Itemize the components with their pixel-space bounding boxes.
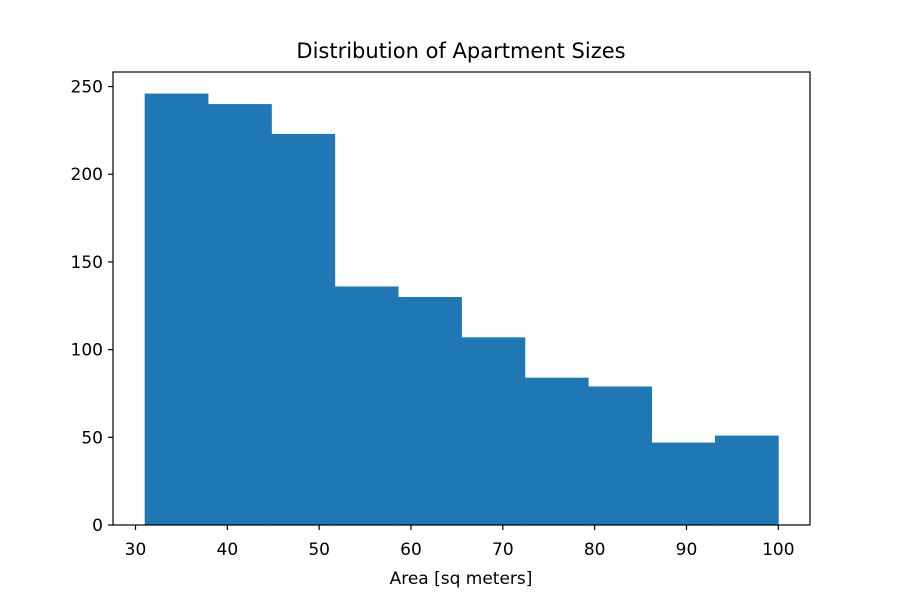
histogram-bar	[524, 377, 589, 525]
x-tick-label: 90	[676, 540, 698, 560]
x-tick-label: 60	[400, 540, 422, 560]
histogram-bar	[144, 93, 209, 526]
y-tick-label: 200	[71, 165, 103, 185]
histogram-bar	[461, 337, 526, 525]
x-tick-label: 80	[584, 540, 606, 560]
y-tick-label: 50	[81, 428, 103, 448]
histogram-bar	[271, 133, 336, 525]
plot-frame	[112, 71, 811, 526]
bars-group	[144, 93, 779, 526]
x-tick-label: 40	[217, 540, 239, 560]
y-tick-label: 150	[71, 253, 103, 273]
histogram-bar	[588, 386, 652, 525]
y-axis-ticks: 0 50 100 150 200 250	[71, 78, 113, 536]
histogram-bar	[714, 435, 779, 525]
histogram-bar	[334, 286, 399, 525]
histogram-bar	[208, 104, 272, 525]
y-tick-label: 250	[71, 78, 103, 98]
x-tick-label: 50	[308, 540, 330, 560]
x-tick-label: 70	[492, 540, 514, 560]
histogram-bar	[651, 442, 716, 525]
chart-title: Distribution of Apartment Sizes	[296, 39, 625, 63]
histogram-bar	[398, 297, 462, 525]
x-tick-label: 30	[125, 540, 147, 560]
x-axis-label: Area [sq meters]	[390, 569, 533, 589]
y-tick-label: 100	[71, 341, 103, 361]
x-axis-ticks: 30 40 50 60 70 80 90 100	[125, 525, 795, 560]
x-tick-label: 100	[762, 540, 794, 560]
y-tick-label: 0	[92, 516, 103, 536]
